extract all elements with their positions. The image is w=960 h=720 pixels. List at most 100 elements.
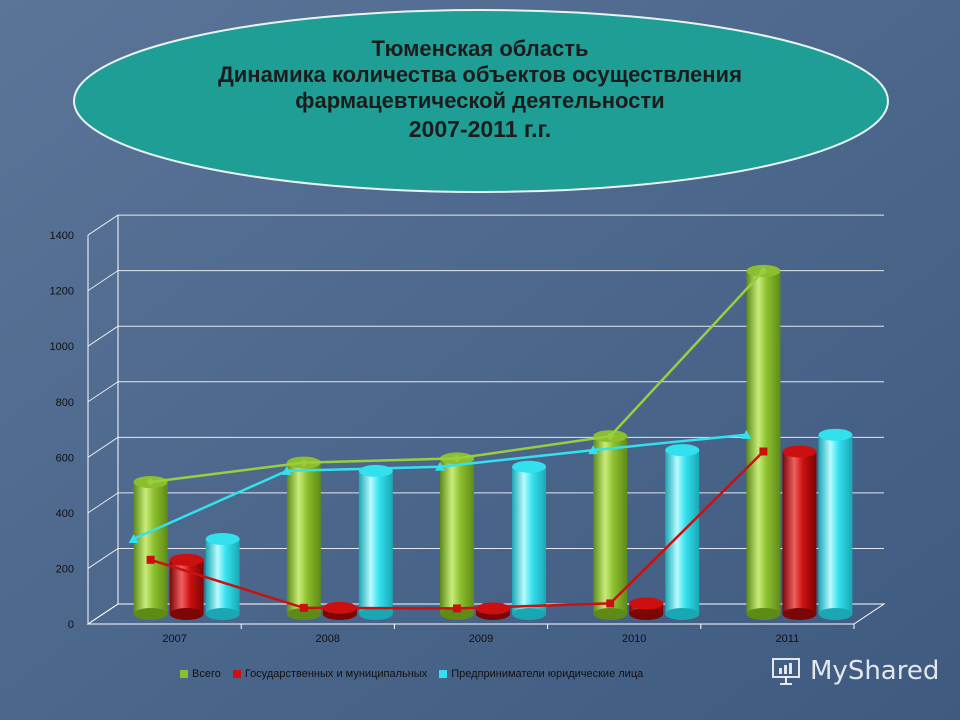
bar-base [169, 608, 204, 620]
bar-2007-1 [169, 553, 204, 620]
x-tick-label: 2009 [469, 633, 493, 645]
bar-body [358, 470, 393, 614]
y-tick-label: 1400 [50, 230, 74, 242]
title-line-3: фармацевтической деятельности [295, 88, 665, 113]
legend-item-private: Предприниматели юридические лица [439, 668, 643, 680]
bar-2008-1 [322, 601, 357, 620]
bar-base [782, 608, 817, 620]
legend-item-total: Всего [180, 668, 221, 680]
bar-2011-0 [746, 264, 781, 620]
bar-body [205, 538, 240, 614]
series-point [606, 599, 615, 608]
series-point [453, 604, 462, 613]
title-ellipse [73, 9, 889, 193]
watermark: MyShared [770, 655, 939, 687]
series-point [281, 465, 292, 475]
bar-body [512, 466, 547, 614]
x-tick-label: 2011 [776, 633, 800, 645]
bar-base [665, 608, 700, 620]
series-point [453, 454, 462, 463]
series-point [299, 458, 308, 467]
gridline-depth [87, 270, 119, 292]
series-point [588, 445, 599, 455]
series-point [435, 461, 446, 471]
bar-body [746, 270, 781, 614]
bar-body [782, 451, 817, 614]
bar-2007-0 [133, 476, 168, 620]
gridline-depth [87, 548, 119, 569]
legend-label-private: Предприниматели юридические лица [451, 668, 644, 680]
bar-base [205, 608, 240, 620]
chart-floor [86, 603, 886, 625]
legend-label-total: Всего [192, 668, 221, 680]
bar-base [286, 608, 321, 620]
series-point [759, 447, 768, 456]
gridline-depth [87, 381, 119, 403]
bar-2011-1 [782, 445, 817, 620]
gridline-depth [87, 492, 119, 514]
gridline-depth [87, 214, 119, 236]
y-tick-label: 1000 [50, 341, 74, 353]
x-tick-label: 2007 [162, 633, 186, 645]
bar-2007-2 [205, 532, 240, 620]
x-tick-label: 2008 [316, 633, 340, 645]
bar-2008-2 [358, 464, 393, 620]
bar-cap [169, 553, 204, 566]
bar-base [133, 608, 168, 620]
y-tick-label: 400 [56, 508, 74, 520]
bar-2009-2 [512, 460, 547, 620]
bar-2008-0 [286, 456, 321, 620]
bar-cap [205, 532, 240, 545]
y-tick-label: 600 [56, 452, 74, 464]
bar-base [629, 608, 664, 620]
bar-2009-0 [440, 452, 475, 620]
x-tick-label: 2010 [622, 633, 646, 645]
y-tick-label: 1200 [50, 286, 74, 298]
watermark-text: MyShared [810, 656, 940, 686]
bar-base [358, 608, 393, 620]
bar-2011-2 [818, 428, 853, 620]
bar-cap [818, 428, 853, 441]
y-tick-label: 800 [56, 397, 74, 409]
bar-body [593, 436, 628, 614]
series-point [146, 478, 155, 487]
bar-body [440, 458, 475, 614]
series-point [146, 555, 155, 564]
presentation-icon [772, 658, 800, 685]
gridline-depth [87, 436, 119, 458]
chart-title: Тюменская область Динамика количества об… [120, 36, 840, 142]
bar-cap [629, 597, 664, 610]
series-line-2 [133, 433, 747, 541]
bar-body [133, 482, 168, 614]
bar-body [286, 462, 321, 614]
bar-cap [665, 444, 700, 457]
title-line-2: Динамика количества объектов осуществлен… [218, 62, 742, 87]
gridline-depth [87, 325, 119, 347]
legend-swatch-private [439, 670, 448, 678]
bar-cap [358, 464, 393, 477]
title-line-4: 2007-2011 г.г. [408, 116, 552, 142]
bar-base [593, 608, 628, 620]
legend-swatch-state [232, 670, 241, 678]
bar-body [818, 434, 853, 614]
series-point [299, 603, 308, 612]
bar-2009-1 [476, 602, 511, 620]
legend: Всего Государственных и муниципальных Пр… [180, 665, 655, 683]
legend-item-state: Государственных и муниципальных [232, 668, 428, 680]
title-line-1: Тюменская область [371, 36, 589, 61]
series-point [759, 266, 768, 275]
bar-base [818, 608, 853, 620]
legend-label-state: Государственных и муниципальных [244, 668, 428, 680]
bar-2010-1 [629, 597, 664, 620]
bar-cap [782, 445, 817, 458]
series-point [128, 533, 139, 543]
bar-base [746, 608, 781, 620]
bar-2010-0 [593, 430, 628, 620]
bar-cap [512, 460, 547, 473]
series-point [606, 432, 615, 441]
bar-base [512, 608, 547, 620]
legend-swatch-total [180, 670, 188, 678]
bar-base [440, 608, 475, 620]
y-tick-label: 0 [68, 619, 74, 631]
